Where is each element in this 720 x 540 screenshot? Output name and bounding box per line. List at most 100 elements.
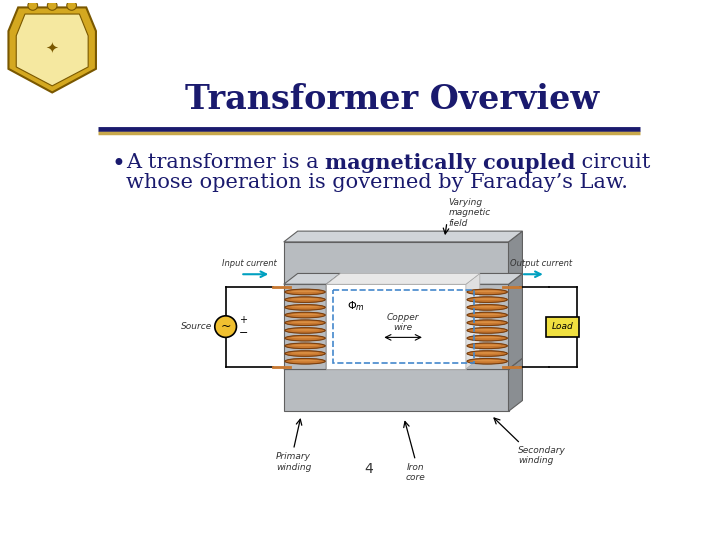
Ellipse shape (467, 328, 508, 333)
Ellipse shape (285, 343, 325, 349)
Text: Primary
winding: Primary winding (276, 452, 311, 471)
Polygon shape (9, 8, 96, 92)
Polygon shape (284, 231, 523, 242)
Ellipse shape (467, 335, 508, 341)
Ellipse shape (473, 306, 501, 308)
Ellipse shape (467, 335, 508, 341)
Ellipse shape (285, 350, 325, 356)
Circle shape (215, 316, 236, 338)
Text: Secondary
winding: Secondary winding (518, 446, 566, 465)
Polygon shape (17, 14, 88, 86)
Text: Input current: Input current (222, 259, 276, 268)
Polygon shape (326, 284, 466, 369)
Ellipse shape (467, 328, 508, 333)
Ellipse shape (467, 305, 508, 310)
Ellipse shape (285, 297, 325, 302)
Polygon shape (508, 358, 523, 411)
Ellipse shape (285, 335, 325, 341)
Text: Source: Source (181, 322, 212, 331)
Text: Transformer Overview: Transformer Overview (185, 83, 599, 116)
Ellipse shape (285, 289, 325, 295)
Polygon shape (326, 273, 480, 284)
Text: ✦: ✦ (46, 40, 58, 56)
Circle shape (48, 1, 57, 10)
Ellipse shape (473, 352, 501, 354)
Ellipse shape (291, 291, 319, 292)
Ellipse shape (291, 345, 319, 346)
Text: circuit: circuit (575, 153, 651, 172)
Text: Output current: Output current (510, 259, 572, 268)
Ellipse shape (291, 336, 319, 339)
Text: •: • (112, 153, 125, 176)
Polygon shape (508, 231, 523, 284)
Polygon shape (326, 273, 341, 369)
Ellipse shape (473, 298, 501, 300)
Ellipse shape (285, 351, 325, 356)
Polygon shape (284, 369, 508, 411)
Polygon shape (508, 273, 523, 369)
Ellipse shape (473, 291, 501, 292)
Text: −: − (239, 328, 248, 338)
Ellipse shape (473, 345, 501, 346)
Ellipse shape (291, 360, 319, 361)
Circle shape (67, 1, 76, 10)
Polygon shape (466, 273, 523, 284)
Polygon shape (466, 284, 508, 369)
Ellipse shape (285, 305, 325, 310)
Ellipse shape (467, 351, 508, 356)
Ellipse shape (291, 306, 319, 308)
Text: ~: ~ (220, 320, 231, 333)
Text: Copper
wire: Copper wire (387, 313, 419, 333)
Ellipse shape (467, 305, 508, 310)
Ellipse shape (285, 335, 325, 341)
Ellipse shape (467, 312, 508, 318)
Ellipse shape (473, 314, 501, 315)
Text: Varying
magnetic
field: Varying magnetic field (449, 198, 491, 227)
Text: $\Phi_m$: $\Phi_m$ (346, 300, 364, 313)
Ellipse shape (291, 298, 319, 300)
Text: magnetically coupled: magnetically coupled (325, 153, 575, 173)
Ellipse shape (467, 289, 508, 295)
Ellipse shape (467, 312, 508, 318)
Ellipse shape (467, 297, 508, 302)
Ellipse shape (285, 312, 325, 318)
Circle shape (28, 1, 37, 10)
Polygon shape (466, 273, 480, 369)
Ellipse shape (467, 320, 508, 326)
Ellipse shape (285, 289, 325, 295)
Ellipse shape (291, 321, 319, 323)
Ellipse shape (467, 320, 508, 326)
Ellipse shape (285, 297, 325, 302)
Ellipse shape (467, 289, 508, 295)
Text: 4: 4 (364, 462, 374, 476)
Ellipse shape (467, 343, 508, 349)
Ellipse shape (467, 359, 508, 364)
Ellipse shape (467, 359, 508, 364)
Ellipse shape (473, 321, 501, 323)
Ellipse shape (285, 328, 325, 333)
Text: Iron
core: Iron core (405, 463, 426, 482)
Ellipse shape (473, 360, 501, 361)
Text: A transformer is a: A transformer is a (126, 153, 325, 172)
Ellipse shape (285, 343, 325, 349)
Polygon shape (284, 273, 341, 284)
Text: +: + (239, 315, 247, 326)
Ellipse shape (285, 320, 325, 326)
Text: whose operation is governed by Faraday’s Law.: whose operation is governed by Faraday’s… (126, 173, 628, 192)
Ellipse shape (285, 359, 325, 364)
Ellipse shape (291, 329, 319, 330)
Ellipse shape (285, 320, 325, 326)
Ellipse shape (473, 329, 501, 330)
Ellipse shape (467, 297, 508, 302)
Polygon shape (284, 242, 508, 284)
Ellipse shape (291, 352, 319, 354)
Ellipse shape (291, 314, 319, 315)
Ellipse shape (473, 336, 501, 339)
Ellipse shape (467, 343, 508, 349)
FancyBboxPatch shape (546, 316, 579, 336)
Ellipse shape (285, 359, 325, 364)
Polygon shape (284, 358, 523, 369)
Ellipse shape (285, 328, 325, 333)
Ellipse shape (285, 312, 325, 318)
Ellipse shape (285, 305, 325, 310)
